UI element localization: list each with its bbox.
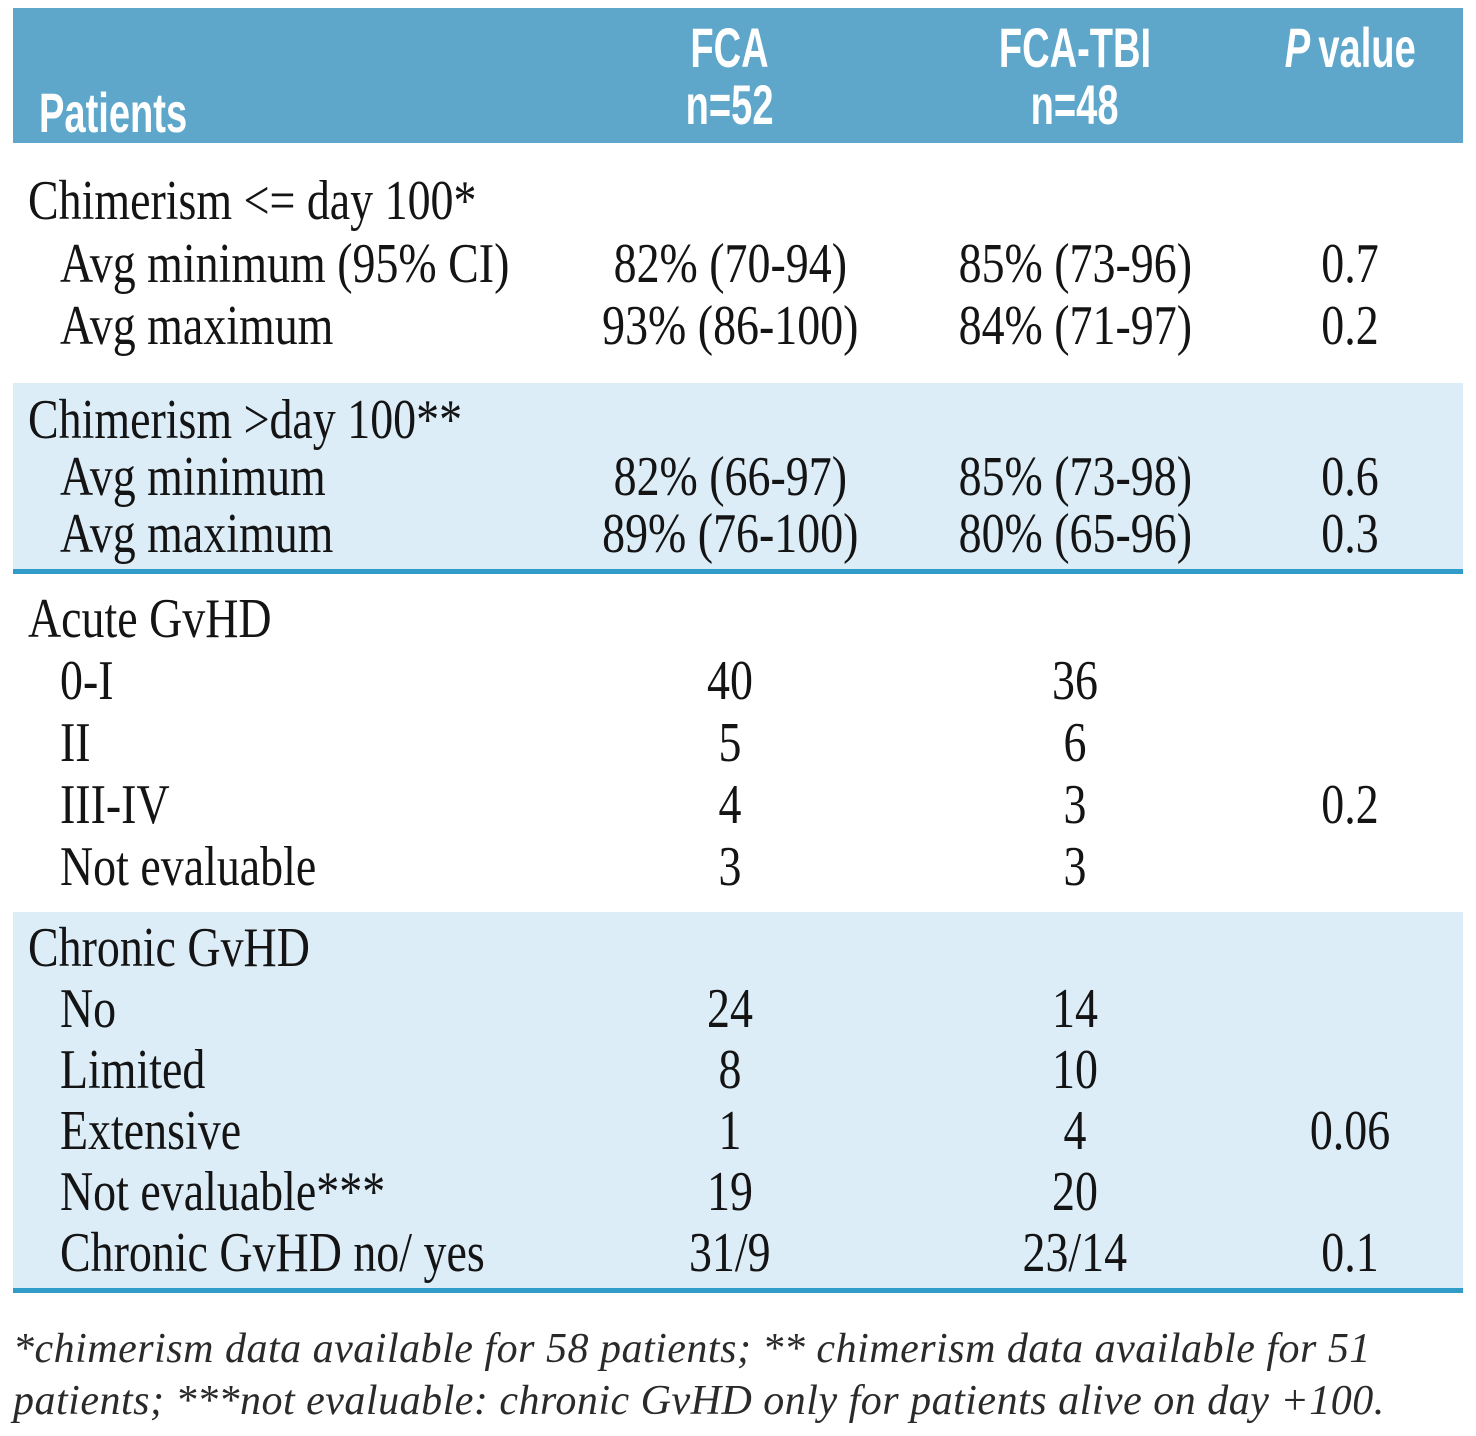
row-label: Not evaluable <box>60 836 317 898</box>
row-label: II <box>60 712 91 774</box>
fca-value: 3 <box>718 836 742 898</box>
fca-value: 19 <box>707 1161 753 1223</box>
fca-value: 89% (76-100) <box>601 503 859 565</box>
p-value: 0.7 <box>1321 233 1379 295</box>
row-label: Avg maximum <box>60 295 334 357</box>
fca-value: 1 <box>718 1100 742 1162</box>
header-patients-label: Patients <box>39 81 188 144</box>
fca-tbi-value: 20 <box>1052 1161 1098 1223</box>
table-row: Not evaluable 3 3 <box>13 836 1463 898</box>
fca-value: 4 <box>718 774 742 836</box>
row-label: No <box>60 978 117 1040</box>
table-row: Avg minimum 82% (66-97) 85% (73-98) 0.6 <box>13 449 1463 506</box>
fca-tbi-value: 23/14 <box>1022 1222 1128 1284</box>
fca-value: 5 <box>718 712 742 774</box>
fca-value: 8 <box>718 1039 742 1101</box>
row-label: Not evaluable*** <box>60 1161 386 1223</box>
header-cell-fca-tbi: FCA-TBI n=48 <box>913 19 1237 143</box>
header-fca-tbi-n: n=48 <box>1031 73 1119 136</box>
fca-tbi-value: 85% (73-98) <box>958 446 1192 508</box>
table-row: Extensive 1 4 0.06 <box>13 1101 1463 1162</box>
fca-tbi-value: 3 <box>1063 836 1087 898</box>
p-value: 0.2 <box>1321 774 1379 836</box>
row-label: 0-I <box>60 650 114 712</box>
section-chimerism-gt-day100: Chimerism >day 100** Avg minimum 82% (66… <box>13 383 1463 574</box>
header-cell-fca: FCA n=52 <box>547 19 913 143</box>
p-value: 0.1 <box>1321 1222 1379 1284</box>
fca-value: 31/9 <box>689 1222 771 1284</box>
fca-value: 82% (66-97) <box>613 446 847 508</box>
p-value: 0.2 <box>1321 295 1379 357</box>
section-chronic-gvhd: Chronic GvHD No 24 14 Limited 8 10 Exten… <box>13 912 1463 1293</box>
header-cell-patients: Patients <box>13 19 547 143</box>
table-row: Limited 8 10 <box>13 1040 1463 1101</box>
row-label: Limited <box>60 1039 206 1101</box>
p-value: 0.3 <box>1321 503 1379 565</box>
table-row: Chronic GvHD no/ yes 31/9 23/14 0.1 <box>13 1223 1463 1284</box>
header-fca-n: n=52 <box>686 73 774 136</box>
table-row: II 5 6 <box>13 712 1463 774</box>
fca-tbi-value: 36 <box>1052 650 1098 712</box>
header-fca-tbi-label: FCA-TBI <box>998 16 1152 79</box>
p-value: 0.06 <box>1309 1100 1391 1162</box>
table-row: Avg minimum (95% CI) 82% (70-94) 85% (73… <box>13 233 1463 295</box>
section-chimerism-le-day100: Chimerism <= day 100* Avg minimum (95% C… <box>13 143 1463 383</box>
header-p-italic: P <box>1284 16 1310 79</box>
fca-value: 40 <box>707 650 753 712</box>
fca-tbi-value: 14 <box>1052 978 1098 1040</box>
table-row: III-IV 4 3 0.2 <box>13 774 1463 836</box>
section-title-row: Chronic GvHD <box>13 918 1463 979</box>
section-title-row: Chimerism >day 100** <box>13 392 1463 449</box>
fca-tbi-value: 10 <box>1052 1039 1098 1101</box>
fca-tbi-value: 85% (73-96) <box>958 233 1192 295</box>
row-label: Extensive <box>60 1100 242 1162</box>
fca-value: 82% (70-94) <box>613 233 847 295</box>
row-label: Chronic GvHD no/ yes <box>60 1222 485 1284</box>
row-label: Avg minimum (95% CI) <box>60 233 510 295</box>
section-title: Chimerism >day 100** <box>28 389 463 451</box>
fca-tbi-value: 3 <box>1063 774 1087 836</box>
section-title: Chronic GvHD <box>28 917 310 979</box>
row-label: Avg minimum <box>60 446 326 508</box>
header-value-label: value <box>1318 16 1416 79</box>
fca-tbi-value: 4 <box>1063 1100 1087 1162</box>
table-row: Not evaluable*** 19 20 <box>13 1162 1463 1223</box>
table-row: Avg maximum 93% (86-100) 84% (71-97) 0.2 <box>13 295 1463 357</box>
table-row: Avg maximum 89% (76-100) 80% (65-96) 0.3 <box>13 506 1463 563</box>
fca-value: 93% (86-100) <box>601 295 859 357</box>
section-title-row: Chimerism <= day 100* <box>13 169 1463 233</box>
section-title: Chimerism <= day 100* <box>28 170 477 232</box>
header-fca-label: FCA <box>690 16 770 79</box>
section-title-row: Acute GvHD <box>13 588 1463 650</box>
row-label: Avg maximum <box>60 503 334 565</box>
fca-tbi-value: 6 <box>1063 712 1087 774</box>
table-row: 0-I 40 36 <box>13 650 1463 712</box>
fca-tbi-value: 80% (65-96) <box>958 503 1192 565</box>
fca-tbi-value: 84% (71-97) <box>958 295 1192 357</box>
section-acute-gvhd: Acute GvHD 0-I 40 36 II 5 6 III-IV 4 3 0… <box>13 574 1463 912</box>
table-row: No 24 14 <box>13 979 1463 1040</box>
row-label: III-IV <box>60 774 170 836</box>
p-value: 0.6 <box>1321 446 1379 508</box>
section-title: Acute GvHD <box>28 588 272 650</box>
fca-value: 24 <box>707 978 753 1040</box>
table-footnote: *chimerism data available for 58 patient… <box>13 1326 1385 1424</box>
